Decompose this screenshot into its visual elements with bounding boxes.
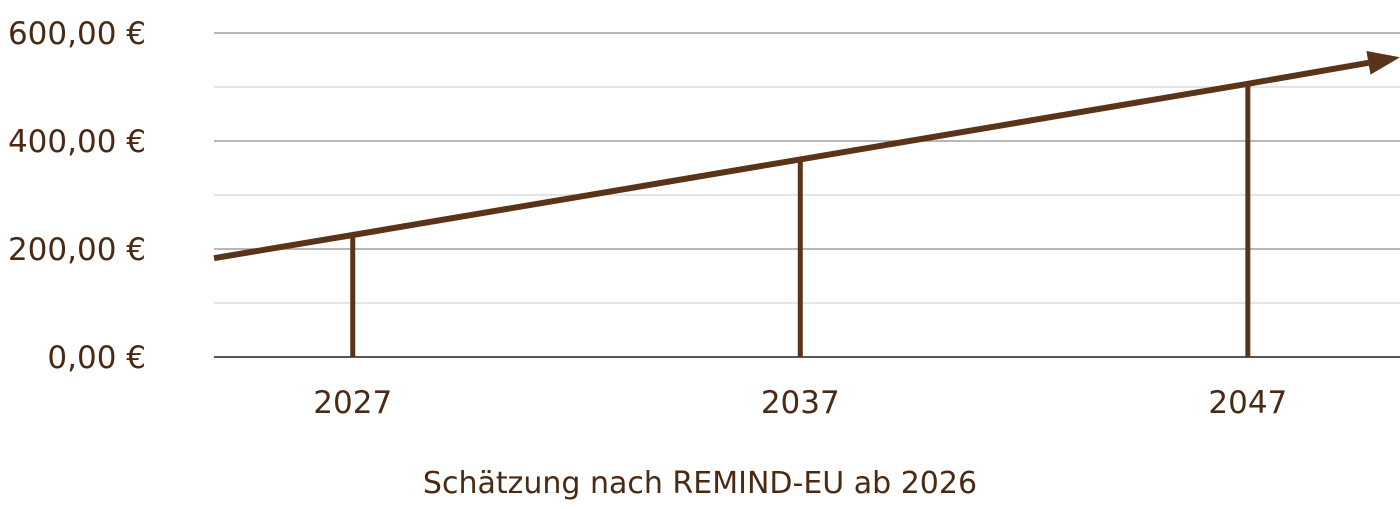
y-axis: 0,00 € 200,00 € 400,00 € 600,00 € — [8, 16, 146, 376]
y-tick-label: 600,00 € — [8, 16, 146, 52]
x-tick-label: 2027 — [313, 385, 392, 421]
gridlines — [214, 32, 1400, 358]
y-tick-label: 200,00 € — [8, 232, 146, 268]
series-group — [213, 51, 1400, 357]
x-tick-label: 2047 — [1208, 385, 1287, 421]
series-line — [213, 59, 1370, 262]
x-tick-label: 2037 — [761, 385, 840, 421]
x-axis-label: Schätzung nach REMIND-EU ab 2026 — [423, 466, 977, 501]
y-tick-label: 0,00 € — [47, 340, 146, 376]
arrowhead — [1366, 51, 1400, 75]
x-axis: 2027 2037 2047 — [313, 385, 1287, 421]
y-tick-label: 400,00 € — [8, 124, 146, 160]
